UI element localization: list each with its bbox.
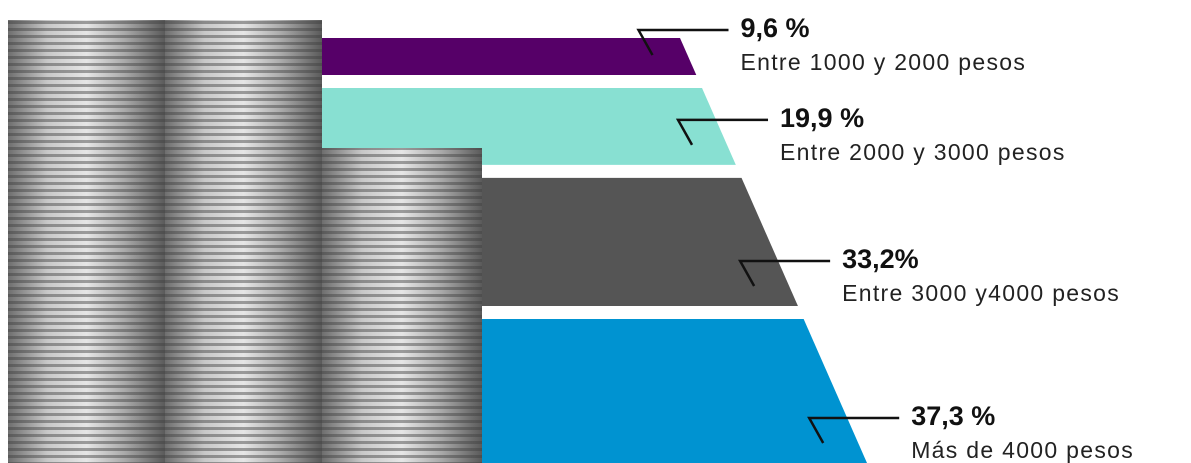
coin-stacks [8,20,482,463]
leader-line [675,118,769,146]
coin-ridges [8,20,165,463]
category-label: Entre 1000 y 2000 pesos [741,49,1027,75]
value-label: 37,3 % [911,401,995,431]
coin-ridges [165,20,322,463]
coin-ridges [322,148,482,463]
value-label: 19,9 % [780,103,864,133]
annotations: 9,6 % Entre 1000 y 2000 pesos 19,9 % Entre … [636,13,1134,463]
funnel-band [300,88,736,165]
leader-line [636,28,729,56]
leader-line [737,259,831,287]
funnel-band [300,38,697,76]
value-label: 9,6 % [741,13,810,43]
category-label: Más de 4000 pesos [911,437,1134,463]
category-label: Entre 2000 y 3000 pesos [780,139,1066,165]
value-label: 33,2% [842,244,919,274]
category-label: Entre 3000 y4000 pesos [842,280,1120,306]
leader-line [807,416,900,444]
